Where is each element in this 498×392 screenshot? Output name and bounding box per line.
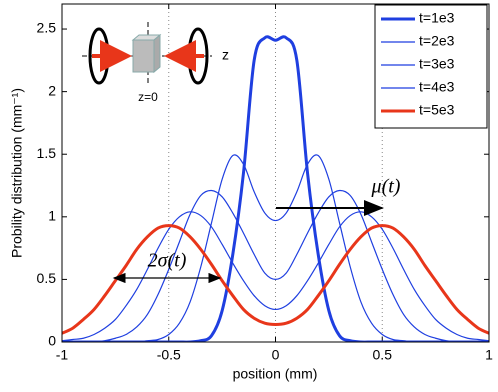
z-label: z <box>222 47 229 63</box>
x-axis-label: position (mm) <box>233 366 318 382</box>
y-tick-label: 0 <box>48 333 56 349</box>
y-tick-label: 1 <box>48 208 56 224</box>
legend-label: t=3e3 <box>419 56 455 72</box>
legend-label: t=2e3 <box>419 33 455 49</box>
inset-diagram: z z=0 <box>82 22 229 104</box>
series-line <box>62 189 489 342</box>
x-tick-label: -1 <box>56 347 69 363</box>
mu-label: μ(t) <box>371 176 401 198</box>
z0-label: z=0 <box>138 90 158 104</box>
x-tick-label: 0 <box>272 347 280 363</box>
y-tick-label: 2 <box>48 82 56 98</box>
y-axis-label: Probility distribution (mm⁻¹) <box>9 88 25 258</box>
legend-label: t=5e3 <box>419 102 455 118</box>
sigma-label: 2σ(t) <box>148 250 187 272</box>
x-tick-label: -0.5 <box>157 347 181 363</box>
plot-frame <box>61 3 490 343</box>
legend-label: t=4e3 <box>419 79 455 95</box>
y-tick-label: 2.5 <box>37 20 57 36</box>
y-tick-label: 1.5 <box>37 145 57 161</box>
series-line <box>62 35 489 342</box>
x-tick-label: 0.5 <box>373 347 393 363</box>
series-line <box>62 154 489 342</box>
x-tick-label: 1 <box>485 347 493 363</box>
y-tick-label: 0.5 <box>37 270 57 286</box>
legend-label: t=1e3 <box>419 10 455 26</box>
legend-box <box>374 4 488 129</box>
series-line <box>62 224 489 335</box>
series-line <box>62 211 489 342</box>
